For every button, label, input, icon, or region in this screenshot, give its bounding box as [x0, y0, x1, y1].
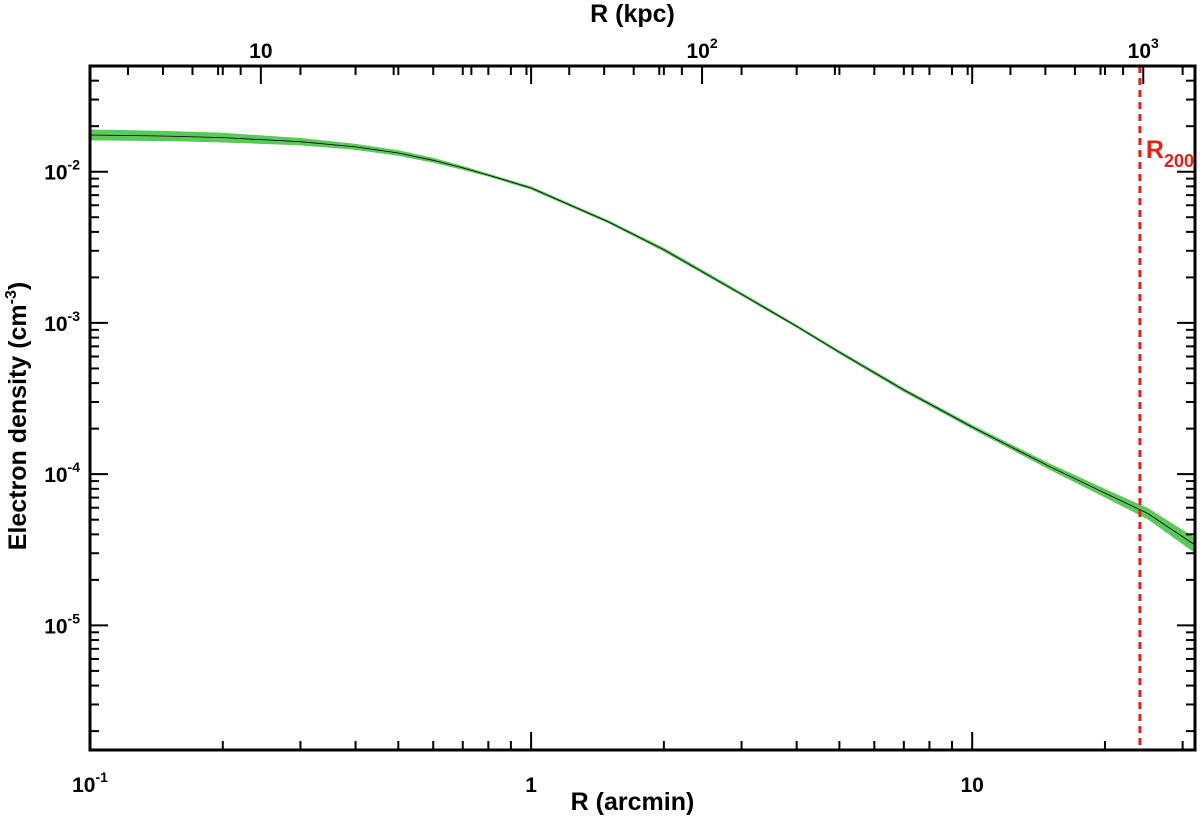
- x-tick-label-exponent: -1: [95, 769, 108, 785]
- y-tick-label: 10-4: [44, 459, 80, 487]
- uncertainty-band-layer: [89, 129, 1196, 554]
- tick-marks-layer: [89, 65, 1195, 750]
- top-tick-label-base: 10: [249, 40, 272, 63]
- y-axis-title-close: ): [4, 282, 32, 290]
- top-tick-label-base: 10: [686, 40, 709, 63]
- y-tick-label-base: 10: [44, 464, 67, 487]
- y-tick-label: 10-5: [44, 610, 80, 638]
- y-axis-title-main: Electron density (cm: [4, 304, 32, 550]
- y-axis-title-superscript: -3: [3, 290, 20, 304]
- r200-marker-layer: R200: [1138, 66, 1194, 750]
- x-tick-label-base: 10: [72, 774, 95, 797]
- y-tick-label-base: 10: [44, 162, 67, 185]
- x-tick-label: 10: [961, 774, 984, 797]
- x-tick-label-base: 1: [525, 774, 537, 797]
- r200-label-base: R: [1146, 136, 1164, 164]
- r200-label: R200: [1146, 136, 1194, 171]
- y-tick-label-exponent: -2: [68, 157, 81, 173]
- top-tick-label: 103: [1128, 35, 1159, 63]
- x-tick-label: 1: [525, 774, 537, 797]
- x-axis-title: R (arcmin): [571, 788, 695, 816]
- x-tick-label: 10-1: [72, 769, 108, 797]
- uncertainty-band: [89, 129, 1196, 554]
- y-tick-label: 10-2: [44, 157, 80, 185]
- top-tick-label-base: 10: [1128, 40, 1151, 63]
- y-tick-label-exponent: -4: [68, 459, 81, 475]
- y-axis-title: Electron density (cm-3): [3, 282, 32, 550]
- top-tick-label-exponent: 3: [1151, 35, 1159, 51]
- density-line-layer: [89, 134, 1196, 546]
- y-tick-label-base: 10: [44, 615, 67, 638]
- y-tick-label-exponent: -5: [68, 610, 81, 626]
- top-axis-title: R (kpc): [590, 0, 675, 28]
- y-tick-label: 10-3: [44, 308, 80, 336]
- top-tick-label: 10: [249, 40, 272, 63]
- top-tick-label: 102: [686, 35, 717, 63]
- density-profile-line: [89, 134, 1196, 546]
- y-tick-label-exponent: -3: [68, 308, 81, 324]
- top-tick-label-exponent: 2: [710, 35, 718, 51]
- x-tick-label-base: 10: [961, 774, 984, 797]
- r200-label-subscript: 200: [1164, 151, 1194, 171]
- y-tick-label-base: 10: [44, 313, 67, 336]
- plot-frame: [88, 64, 1197, 752]
